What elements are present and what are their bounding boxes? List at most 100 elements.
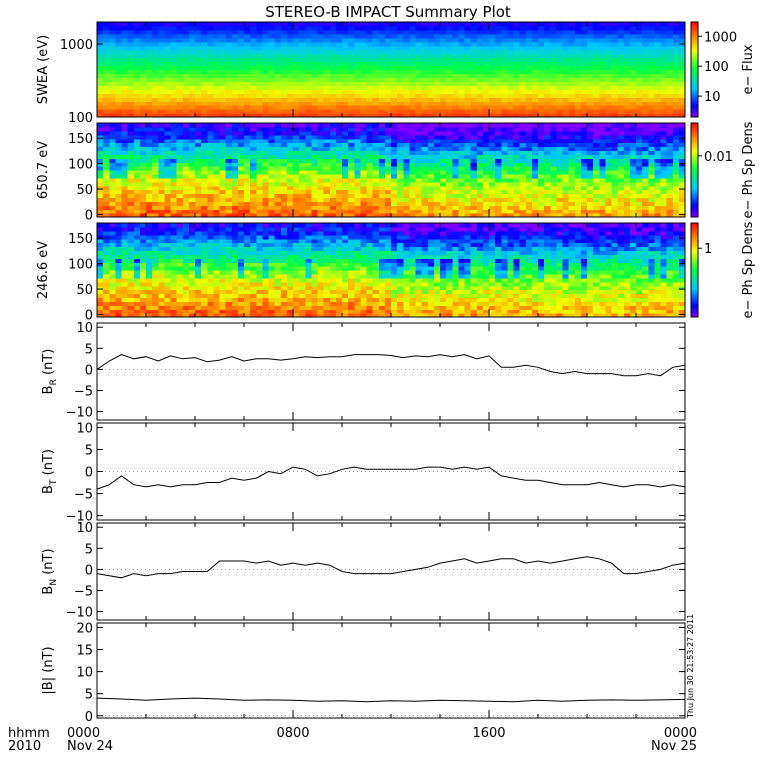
spectrogram-cell	[605, 142, 613, 148]
spectrogram-cell	[170, 25, 178, 31]
spectrogram-cell	[317, 57, 325, 63]
spectrogram-cell	[421, 150, 429, 155]
spectrogram-cell	[642, 41, 649, 47]
spectrogram-cell	[678, 65, 686, 71]
spectrogram-cell	[103, 29, 110, 35]
spectrogram-cell	[403, 173, 410, 179]
spectrogram-cell	[213, 213, 221, 218]
spectrogram-cell	[146, 93, 153, 98]
spectrogram-cell	[562, 69, 570, 75]
spectrogram-cell	[556, 109, 564, 114]
spectrogram-cell	[158, 258, 165, 263]
spectrogram-cell	[231, 105, 239, 110]
spectrogram-cell	[195, 181, 202, 187]
spectrogram-cell	[672, 41, 680, 47]
spectrogram-cell	[286, 213, 294, 218]
spectrogram-cell	[213, 166, 221, 171]
spectrogram-cell	[495, 150, 502, 155]
spectrogram-cell	[170, 154, 178, 159]
spectrogram-cell	[574, 189, 582, 195]
spectrogram-cell	[323, 73, 331, 79]
spectrogram-cell	[115, 273, 123, 279]
spectrogram-cell	[587, 113, 594, 118]
spectrogram-cell	[544, 173, 551, 179]
spectrogram-cell	[617, 69, 625, 75]
spectrogram-cell	[642, 77, 649, 82]
spectrogram-cell	[531, 173, 539, 179]
spectrogram-cell	[348, 109, 355, 114]
spectrogram-cell	[666, 205, 674, 210]
spectrogram-cell	[513, 185, 521, 191]
spectrogram-cell	[262, 69, 270, 75]
spectrogram-cell	[397, 105, 404, 110]
spectrogram-cell	[170, 158, 178, 163]
spectrogram-cell	[617, 77, 625, 82]
spectrogram-cell	[225, 138, 233, 144]
spectrogram-cell	[531, 201, 539, 206]
spectrogram-cell	[489, 193, 496, 199]
spectrogram-cell	[611, 109, 619, 114]
spectrogram-cell	[103, 81, 110, 86]
spectrogram-cell	[305, 89, 312, 94]
spectrogram-cell	[476, 81, 484, 86]
spectrogram-cell	[587, 93, 594, 98]
spectrogram-cell	[231, 209, 239, 214]
spectrogram-cell	[366, 142, 374, 148]
spectrogram-cell	[623, 81, 631, 86]
spectrogram-cell	[531, 154, 539, 159]
spectrogram-cell	[121, 77, 129, 82]
spectrogram-cell	[115, 123, 123, 128]
spectrogram-cell	[176, 81, 184, 86]
spectrogram-cell	[207, 45, 214, 51]
spectrogram-cell	[329, 185, 337, 191]
spectrogram-cell	[403, 33, 410, 39]
spectrogram-cell	[440, 33, 447, 39]
spectrogram-cell	[207, 109, 214, 114]
spectrogram-cell	[403, 162, 410, 167]
spectrogram-cell	[366, 170, 374, 175]
spectrogram-cell	[489, 142, 496, 148]
spectrogram-cell	[360, 130, 368, 136]
spectrogram-cell	[617, 61, 625, 67]
spectrogram-cell	[164, 45, 172, 51]
spectrogram-cell	[513, 25, 521, 31]
spectrogram-cell	[568, 134, 576, 140]
spectrogram-cell	[201, 77, 208, 82]
spectrogram-cell	[188, 57, 196, 63]
spectrogram-cell	[219, 189, 227, 195]
spectrogram-cell	[262, 33, 270, 39]
spectrogram-cell	[446, 65, 453, 71]
spectrogram-cell	[446, 170, 453, 175]
spectrogram-cell	[262, 101, 270, 106]
spectrogram-cell	[121, 134, 129, 140]
spectrogram-cell	[158, 166, 165, 171]
spectrogram-cell	[623, 126, 631, 132]
spectrogram-cell	[397, 189, 404, 195]
spectrogram-cell	[146, 230, 153, 236]
spectrogram-cell	[219, 130, 227, 136]
spectrogram-cell	[201, 170, 208, 175]
spectrogram-cell	[231, 69, 239, 75]
spectrogram-cell	[391, 61, 398, 67]
spectrogram-cell	[176, 181, 184, 187]
spectrogram-cell	[458, 138, 466, 144]
spectrogram-cell	[391, 138, 398, 144]
spectrogram-cell	[391, 158, 398, 163]
spectrogram-cell	[213, 170, 221, 175]
spectrogram-cell	[458, 142, 466, 148]
spectrogram-cell	[182, 130, 190, 136]
spectrogram-cell	[299, 146, 306, 152]
spectrogram-cell	[397, 65, 404, 71]
spectrogram-cell	[678, 213, 686, 218]
spectrogram-cell	[464, 138, 472, 144]
spectrogram-cell	[495, 57, 502, 63]
spectrogram-cell	[158, 246, 165, 252]
spectrogram-cell	[109, 305, 116, 310]
spectrogram-cell	[293, 93, 300, 98]
spectrogram-cell	[470, 77, 478, 82]
spectrogram-cell	[513, 89, 521, 94]
spectrogram-cell	[360, 97, 368, 102]
spectrogram-cell	[580, 146, 588, 152]
spectrogram-cell	[550, 97, 557, 102]
spectrogram-cell	[164, 25, 172, 31]
